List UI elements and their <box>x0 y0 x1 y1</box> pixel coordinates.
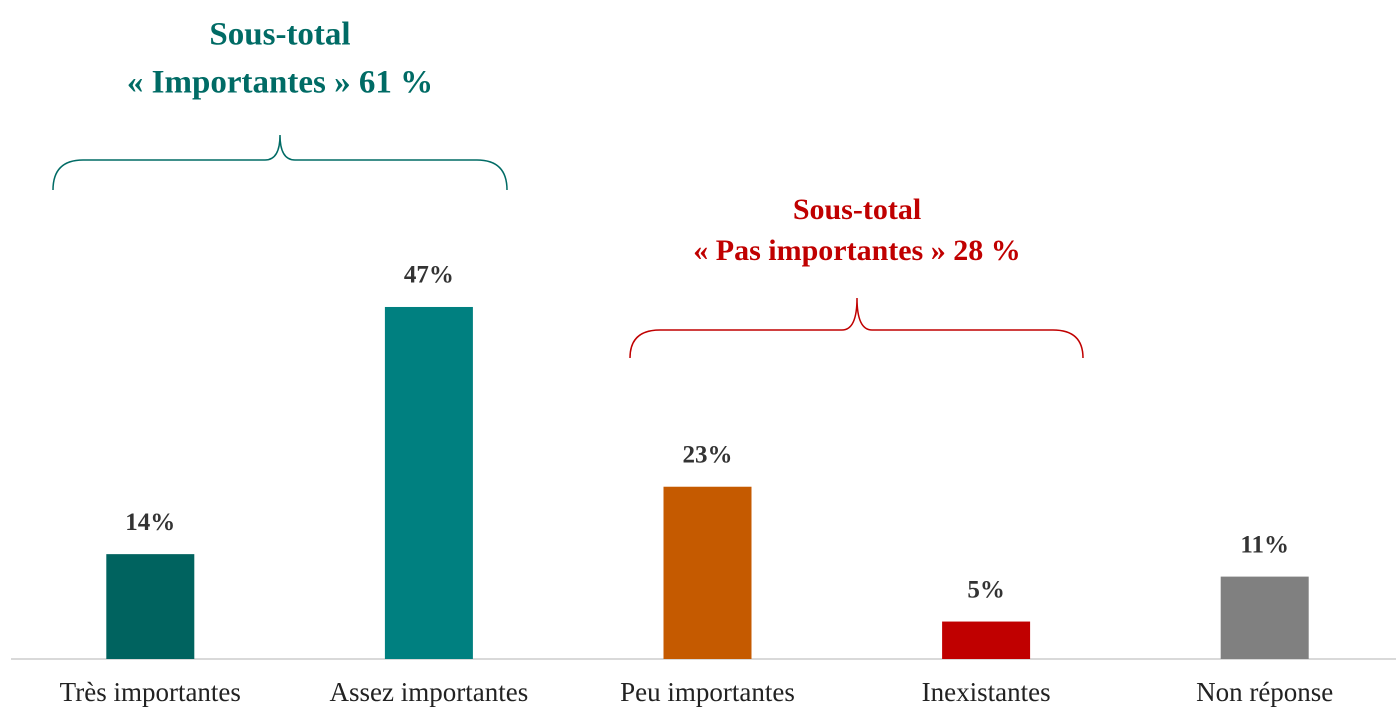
data-label: 5% <box>967 576 1005 603</box>
bracket <box>52 134 508 191</box>
data-label: 14% <box>125 509 175 536</box>
data-label: 23% <box>683 441 733 468</box>
bar <box>942 621 1031 659</box>
bar <box>384 306 473 659</box>
annotation: Sous-total <box>209 17 350 53</box>
x-tick-label: Inexistantes <box>922 677 1051 707</box>
x-tick-label: Peu importantes <box>620 677 795 707</box>
annotation: Sous-total <box>793 193 921 226</box>
bar <box>1220 576 1309 659</box>
x-tick-label: Assez importantes <box>330 677 529 707</box>
data-label: 47% <box>404 262 454 289</box>
x-tick-label: Non réponse <box>1196 677 1333 707</box>
annotation: « Importantes » 61 % <box>127 65 433 101</box>
data-label: 11% <box>1240 531 1289 558</box>
bar <box>106 554 195 659</box>
bracket <box>629 297 1084 359</box>
x-tick-label: Très importantes <box>60 677 241 707</box>
bar <box>663 486 752 659</box>
annotation: « Pas importantes » 28 % <box>693 234 1020 267</box>
